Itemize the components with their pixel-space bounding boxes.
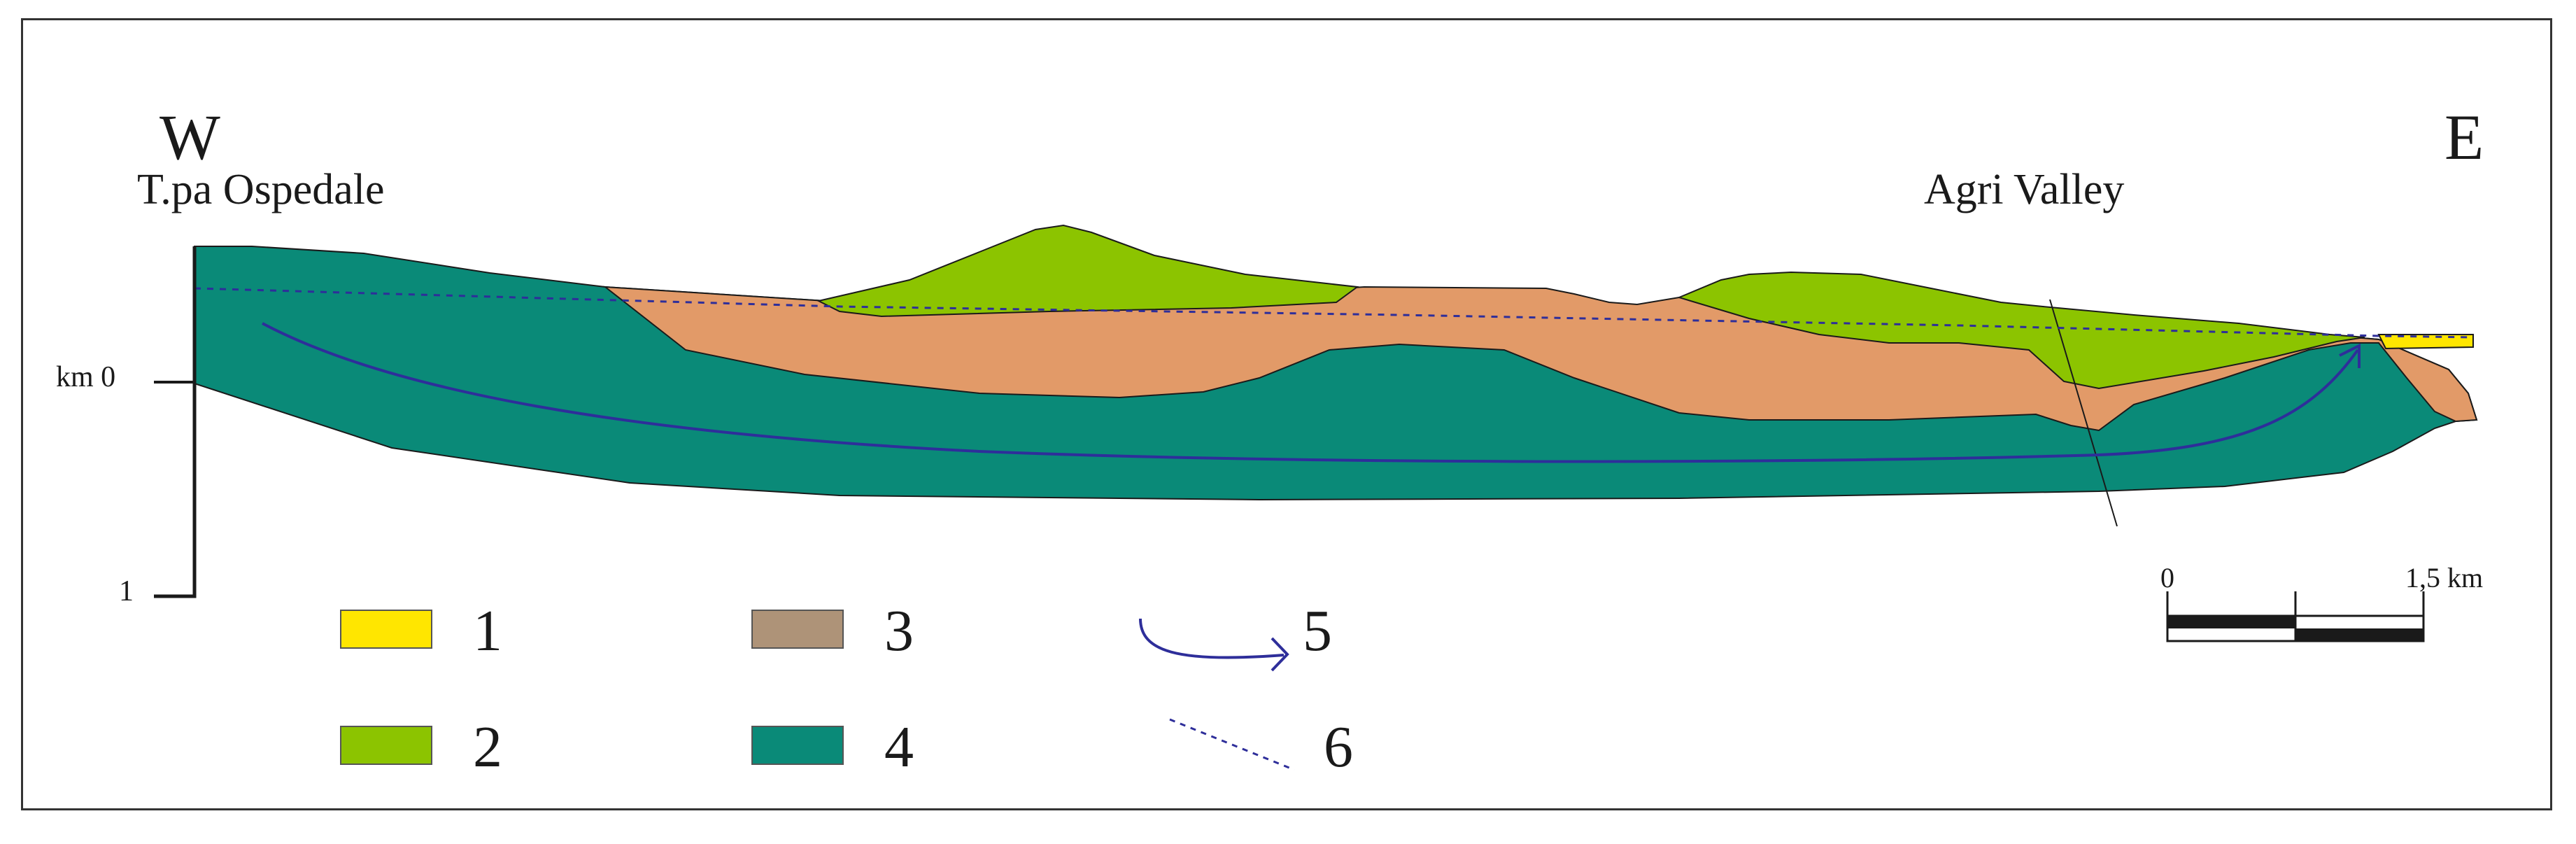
east-place-label: Agri Valley xyxy=(1924,166,2125,213)
west-label: W xyxy=(160,101,220,173)
legend-swatch-3 xyxy=(751,610,844,649)
legend-label-1: 1 xyxy=(473,598,502,663)
flow-arrow-5 xyxy=(262,322,2359,463)
scale-start-label: 0 xyxy=(2160,562,2174,593)
legend-swatch-4 xyxy=(751,726,844,765)
depth-axis-top-label: km 0 xyxy=(56,361,116,393)
legend-swatch-1 xyxy=(340,610,432,649)
flow-arrowhead xyxy=(2339,343,2361,368)
legend-label-2: 2 xyxy=(473,715,502,780)
legend-dashed-icon xyxy=(1169,718,1295,771)
unit-2-body-a xyxy=(816,224,1359,318)
figure-frame xyxy=(21,18,2552,810)
legend-label-6: 6 xyxy=(1324,715,1353,780)
depth-axis-bottom-label: 1 xyxy=(119,575,134,607)
scale-end-label: 1,5 km xyxy=(2405,562,2484,593)
legend-arrowhead-icon xyxy=(1271,637,1289,672)
legend-swatch-2 xyxy=(340,726,432,765)
depth-axis xyxy=(154,246,197,598)
unit-2-body-b xyxy=(1677,271,2365,390)
legend-label-5: 5 xyxy=(1303,598,1332,663)
east-label: E xyxy=(2444,101,2484,173)
west-place-label: T.pa Ospedale xyxy=(137,166,385,213)
legend-label-3: 3 xyxy=(884,598,914,663)
scale-bar xyxy=(2166,591,2425,642)
legend-label-4: 4 xyxy=(884,715,914,780)
legend-arrow-icon xyxy=(1139,618,1285,659)
fault-line xyxy=(2049,299,2118,527)
